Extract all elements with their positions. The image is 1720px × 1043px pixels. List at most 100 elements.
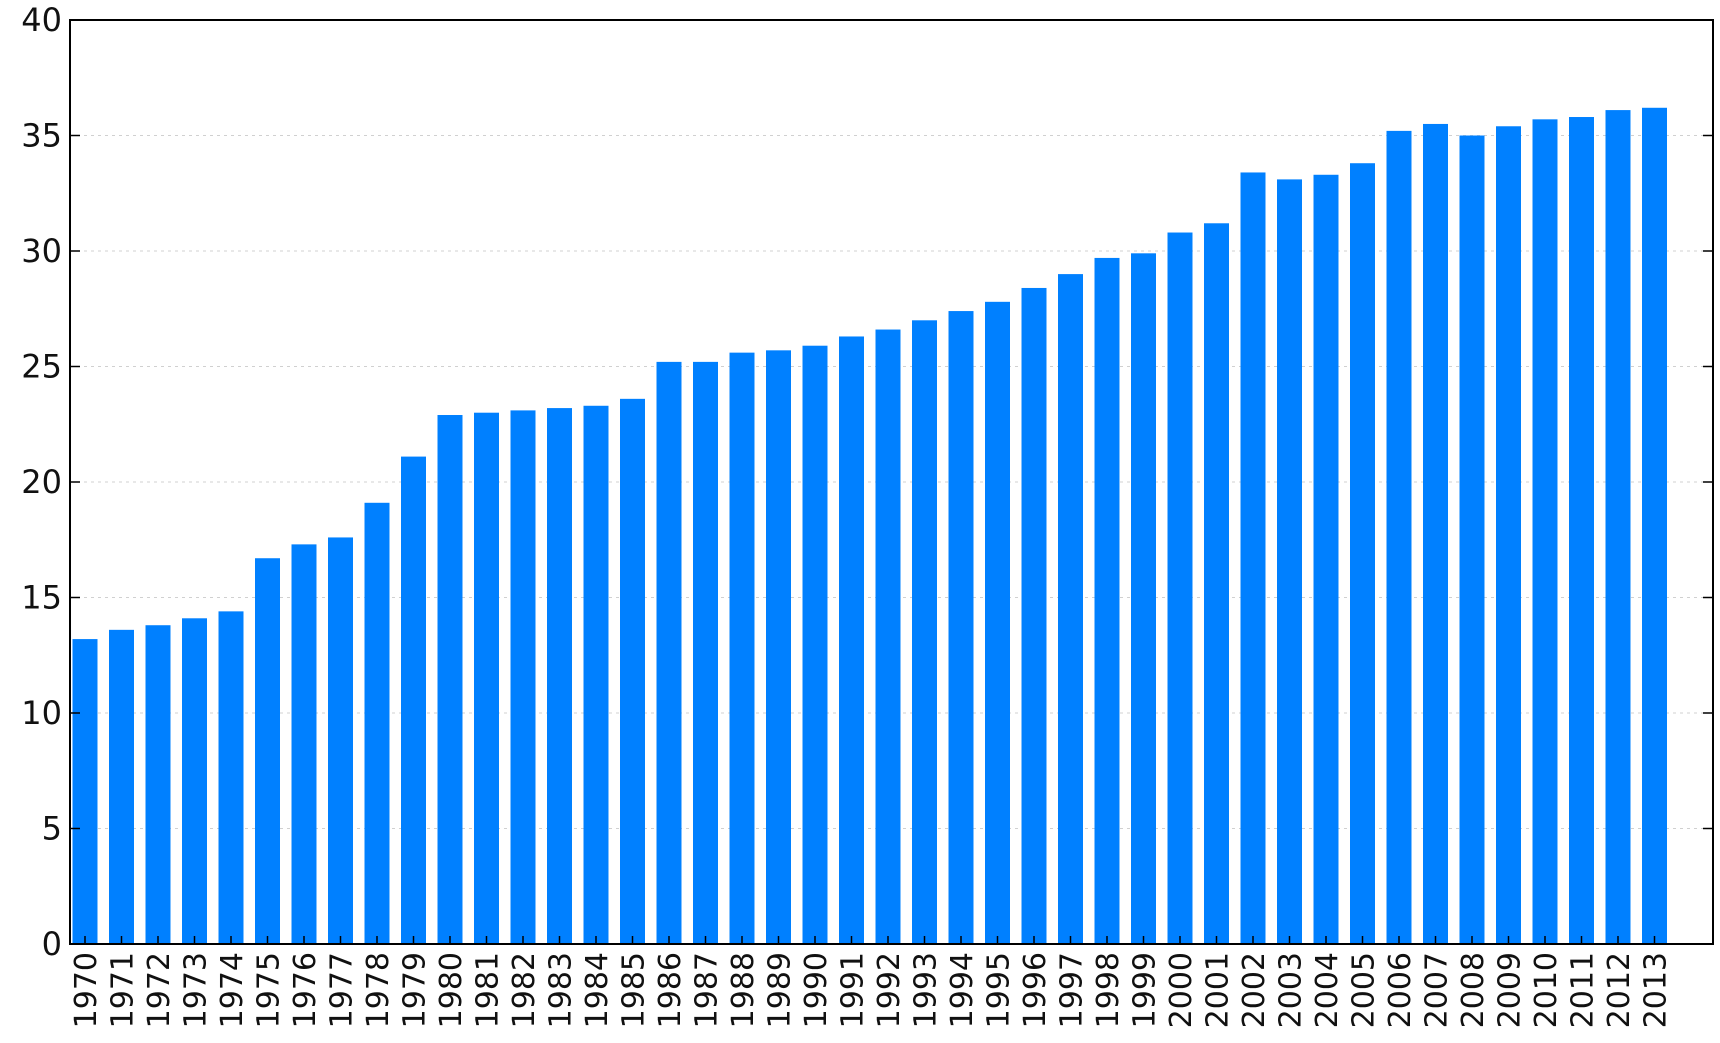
x-tick-label: 1988	[726, 952, 761, 1028]
x-tick-label: 2003	[1274, 952, 1309, 1028]
bar	[437, 415, 463, 944]
bar	[401, 456, 426, 944]
x-tick-label: 1984	[580, 952, 615, 1028]
bar	[1167, 232, 1193, 944]
y-tick-label: 25	[21, 348, 62, 386]
bar	[109, 629, 134, 944]
x-tick-label: 2005	[1347, 952, 1382, 1028]
x-tick-label: 1998	[1091, 952, 1126, 1028]
bar	[145, 625, 171, 944]
x-tick-label: 1975	[252, 952, 287, 1028]
x-tick-label: 2009	[1493, 952, 1528, 1028]
bar	[1496, 126, 1521, 944]
y-tick-label: 0	[42, 925, 62, 963]
bar	[510, 410, 536, 944]
x-tick-label: 1970	[69, 952, 104, 1028]
x-tick-label: 1973	[179, 952, 214, 1028]
x-tick-label: 2004	[1310, 952, 1345, 1028]
bar	[656, 361, 682, 944]
x-tick-label: 1979	[398, 952, 433, 1028]
bar	[1204, 223, 1229, 944]
x-tick-label: 1983	[544, 952, 579, 1028]
y-tick-label: 35	[21, 117, 62, 155]
bar	[1240, 172, 1266, 944]
x-tick-label: 1989	[763, 952, 798, 1028]
bar	[1386, 130, 1412, 944]
x-tick-label: 1980	[434, 952, 469, 1028]
bar	[839, 336, 864, 945]
x-tick-label: 2011	[1566, 952, 1601, 1028]
bar	[1423, 123, 1448, 944]
bar	[547, 408, 572, 945]
bar	[802, 345, 828, 945]
x-tick-label: 1971	[106, 952, 141, 1028]
x-tick-label: 1986	[653, 952, 688, 1028]
bar	[620, 398, 645, 945]
bar	[583, 405, 609, 944]
x-tick-label: 1997	[1055, 952, 1090, 1028]
x-tick-label: 2002	[1237, 952, 1272, 1028]
x-tick-label: 1976	[288, 952, 323, 1028]
bar	[693, 361, 718, 944]
bar	[1532, 119, 1558, 944]
bar	[875, 329, 901, 944]
x-tick-label: 1990	[799, 952, 834, 1028]
bar	[1313, 174, 1339, 944]
bar	[72, 639, 98, 944]
x-tick-label: 1993	[909, 952, 944, 1028]
x-tick-label: 1996	[1018, 952, 1053, 1028]
x-tick-label: 1974	[215, 952, 250, 1028]
x-tick-label: 1977	[325, 952, 360, 1028]
x-tick-label: 2012	[1602, 952, 1637, 1028]
bar	[1642, 107, 1667, 944]
x-tick-label: 2006	[1383, 952, 1418, 1028]
bar	[1350, 163, 1375, 945]
x-tick-label: 1987	[690, 952, 725, 1028]
bar	[474, 412, 499, 944]
bar	[1094, 257, 1120, 944]
bar	[1131, 253, 1156, 944]
x-tick-label: 2008	[1456, 952, 1491, 1028]
x-tick-label: 1982	[507, 952, 542, 1028]
x-tick-label: 2007	[1420, 952, 1455, 1028]
y-tick-label: 10	[21, 694, 62, 732]
x-tick-label: 1978	[361, 952, 396, 1028]
x-tick-label: 1994	[945, 952, 980, 1028]
x-tick-label: 1995	[982, 952, 1017, 1028]
x-tick-label: 2001	[1201, 952, 1236, 1028]
x-axis-ticks: 1970 1971 1972 1973 1974 1975 1976 1977 1978 1979…	[69, 936, 1674, 1028]
bar	[1569, 117, 1594, 944]
bar	[1277, 179, 1302, 944]
y-tick-label: 30	[21, 232, 62, 270]
bar	[912, 320, 937, 944]
x-tick-label: 1981	[471, 952, 506, 1028]
bar	[182, 618, 207, 944]
y-axis-ticks: 0 5 10 15 20 25 30 35 40	[21, 1, 1713, 963]
bar	[255, 558, 280, 944]
bar	[766, 350, 791, 945]
x-tick-label: 1972	[142, 952, 177, 1028]
bar	[364, 502, 390, 944]
y-tick-label: 15	[21, 579, 62, 617]
bar	[985, 301, 1010, 944]
x-tick-label: 2013	[1639, 952, 1674, 1028]
bar	[1459, 135, 1485, 944]
bar	[1021, 287, 1047, 945]
y-tick-label: 40	[21, 1, 62, 39]
bar	[218, 611, 244, 944]
x-tick-label: 1999	[1128, 952, 1163, 1028]
x-tick-label: 2010	[1529, 952, 1564, 1028]
x-tick-label: 2000	[1164, 952, 1199, 1028]
y-tick-label: 20	[21, 463, 62, 501]
bar	[1058, 274, 1083, 945]
bar	[291, 544, 317, 944]
bars	[72, 107, 1667, 945]
bar	[328, 537, 353, 944]
x-tick-label: 1991	[836, 952, 871, 1028]
x-tick-label: 1985	[617, 952, 652, 1028]
x-tick-label: 1992	[872, 952, 907, 1028]
y-tick-label: 5	[42, 810, 62, 848]
bar	[948, 311, 974, 944]
bar	[1605, 110, 1631, 945]
